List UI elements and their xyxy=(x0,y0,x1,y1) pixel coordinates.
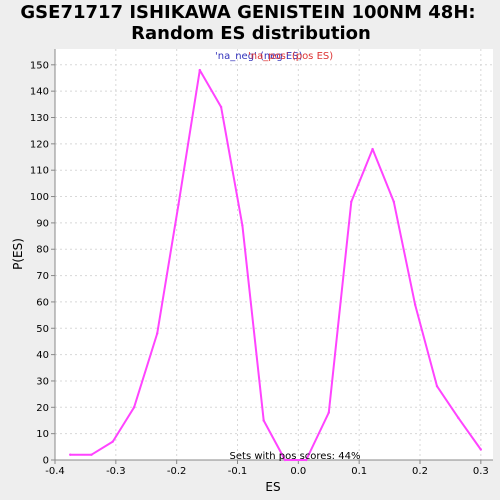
x-tick-label: 0.3 xyxy=(473,466,489,477)
y-tick-label: 20 xyxy=(36,403,49,414)
data-point xyxy=(457,416,460,420)
y-tick-label: 80 xyxy=(36,245,49,256)
series-line xyxy=(70,69,482,461)
x-tick-label: -0.3 xyxy=(106,466,126,477)
plot-area xyxy=(55,49,493,460)
pos-scores-annotation: Sets with pos scores: 44% xyxy=(230,451,361,462)
data-point xyxy=(198,68,201,72)
x-tick-label: -0.2 xyxy=(167,466,187,477)
y-tick-label: 130 xyxy=(30,113,49,124)
data-point xyxy=(177,203,180,206)
x-tick-label: 0.1 xyxy=(351,466,367,477)
x-tick-label: 0.0 xyxy=(290,466,306,477)
y-tick-label: 60 xyxy=(36,297,49,308)
data-point xyxy=(90,453,93,456)
data-point xyxy=(435,385,439,388)
data-point xyxy=(156,332,159,335)
y-tick-label: 90 xyxy=(36,218,49,229)
x-ticks: -0.4 -0.3 -0.2 -0.1 0.0 0.1 0.2 0.3 xyxy=(45,460,489,477)
data-point xyxy=(219,105,223,109)
data-point xyxy=(111,440,114,443)
y-tick-label: 50 xyxy=(36,324,49,335)
y-ticks: 0 10 20 30 40 50 60 70 80 90 100 110 120 130 140 150 xyxy=(30,60,55,467)
y-tick-label: 100 xyxy=(30,192,49,203)
data-point xyxy=(392,200,396,204)
data-point xyxy=(283,458,287,462)
data-point xyxy=(479,448,483,451)
y-tick-label: 10 xyxy=(36,429,49,440)
y-tick-label: 120 xyxy=(30,139,49,150)
y-tick-label: 150 xyxy=(30,60,49,71)
chart-title-line1: GSE71717 ISHIKAWA GENISTEIN 100NM 48H: xyxy=(20,2,475,23)
y-axis-label: P(ES) xyxy=(11,238,25,270)
legend-pos-entry: 'na_pos' (pos ES) xyxy=(248,51,333,62)
data-point xyxy=(69,453,72,456)
data-point xyxy=(350,200,353,204)
data-point xyxy=(327,411,330,414)
data-point xyxy=(371,147,374,151)
y-tick-label: 40 xyxy=(36,350,49,361)
data-point xyxy=(262,419,265,422)
y-tick-label: 110 xyxy=(30,166,49,177)
data-point xyxy=(413,303,417,306)
x-tick-label: 0.2 xyxy=(412,466,428,477)
y-tick-label: 30 xyxy=(36,376,49,387)
y-tick-label: 0 xyxy=(43,456,49,467)
y-tick-label: 140 xyxy=(30,87,49,98)
x-axis-label: ES xyxy=(265,480,280,494)
x-tick-label: -0.1 xyxy=(228,466,248,477)
data-point xyxy=(241,224,244,227)
chart-title-line2: Random ES distribution xyxy=(131,23,371,44)
series-layer xyxy=(69,68,483,462)
data-point xyxy=(305,458,308,462)
legend-neg-entry: 'na_neg' (neg ES) xyxy=(215,51,303,62)
y-tick-label: 70 xyxy=(36,271,49,282)
data-point xyxy=(132,406,136,409)
x-tick-label: -0.4 xyxy=(45,466,65,477)
